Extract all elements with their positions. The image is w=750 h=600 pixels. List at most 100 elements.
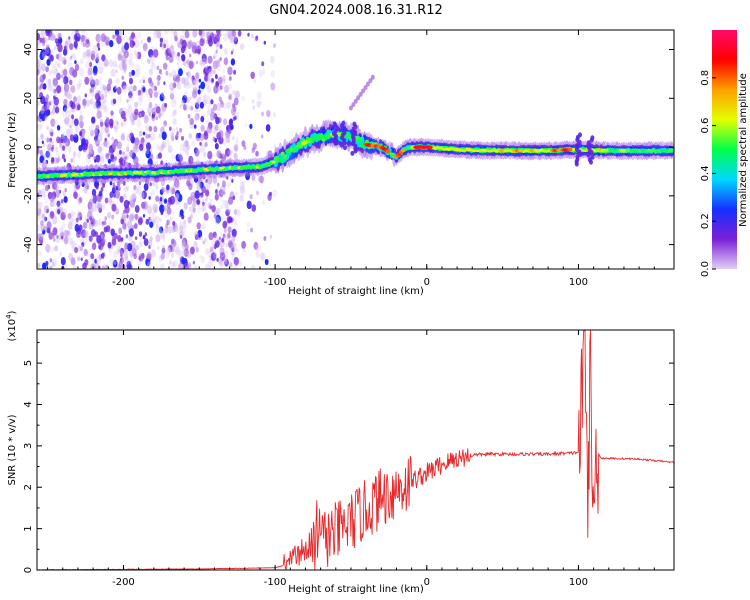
spectrogram-noise-mark bbox=[235, 191, 238, 196]
spectrogram-noise-mark bbox=[41, 51, 46, 59]
spectrogram-noise-mark bbox=[101, 204, 105, 209]
spectrogram-noise-mark bbox=[60, 69, 64, 74]
spectrogram-noise-mark bbox=[101, 54, 106, 62]
spectrogram-noise-mark bbox=[54, 146, 59, 153]
spectrogram-noise-mark bbox=[161, 262, 165, 269]
spectrogram-noise-mark bbox=[234, 43, 237, 48]
spectrogram-noise-mark bbox=[172, 51, 175, 55]
spectrogram-noise-mark bbox=[238, 260, 243, 267]
spectrogram-noise-mark bbox=[83, 248, 88, 256]
spectrogram-noise-mark bbox=[134, 101, 139, 108]
spectrogram-noise-mark bbox=[224, 259, 228, 265]
snr-ytick-label: 2 bbox=[23, 484, 34, 490]
spectrogram-noise-mark bbox=[105, 153, 110, 160]
spectrogram-noise-mark bbox=[168, 46, 175, 55]
spectrogram-noise-mark bbox=[64, 188, 67, 193]
spectrogram-noise-mark bbox=[163, 81, 166, 85]
spectrogram-noise-mark bbox=[94, 135, 98, 142]
spectrogram-noise-mark bbox=[102, 183, 105, 188]
spectrogram-noise-mark bbox=[225, 207, 229, 212]
spectrogram-noise-mark bbox=[222, 32, 229, 42]
spectrogram-ridge-mark bbox=[282, 154, 288, 160]
spectrogram-noise-mark bbox=[116, 181, 121, 187]
spectrogram-noise-mark bbox=[57, 32, 62, 40]
spectrogram-noise-mark bbox=[111, 214, 115, 220]
spectrogram-noise-mark bbox=[233, 69, 237, 75]
spectrogram-ridge-mark bbox=[278, 158, 283, 163]
spectrogram-noise-mark bbox=[57, 62, 61, 69]
spectrogram-noise-mark bbox=[77, 199, 80, 204]
spectrogram-noise-mark bbox=[184, 140, 189, 148]
spectrogram-noise-mark bbox=[127, 220, 133, 229]
spectrogram-noise-mark bbox=[183, 223, 187, 230]
spectrogram-noise-mark bbox=[166, 247, 171, 256]
spectrogram-noise-mark bbox=[80, 34, 86, 43]
spectrogram-noise-mark bbox=[215, 81, 219, 86]
spectrogram-noise-mark bbox=[251, 204, 257, 212]
spectrogram-noise-mark bbox=[207, 177, 211, 183]
spectrogram-noise-mark bbox=[172, 108, 178, 117]
spectrogram-noise-mark bbox=[186, 81, 191, 89]
spectrogram-ytick-label: -40 bbox=[23, 236, 34, 252]
spectrogram-noise-mark bbox=[127, 103, 132, 110]
spectrogram-noise-mark bbox=[134, 187, 139, 195]
spectrogram-noise-mark bbox=[178, 68, 183, 77]
spectrogram-noise-mark bbox=[135, 187, 139, 194]
spectrogram-noise-mark bbox=[39, 150, 43, 156]
spectrogram-noise-mark bbox=[190, 246, 195, 255]
colorbar-strip bbox=[712, 30, 737, 269]
spectrogram-noise-mark bbox=[146, 142, 151, 151]
snr-y-multiplier-close: ) bbox=[7, 310, 18, 314]
spectrogram-noise-mark bbox=[198, 30, 203, 36]
spectrogram-noise-mark bbox=[123, 250, 129, 260]
spectrogram-noise-mark bbox=[97, 202, 103, 211]
spectrogram-noise-mark bbox=[61, 235, 64, 240]
spectrogram-noise-mark bbox=[156, 74, 161, 81]
spectrogram-noise-mark bbox=[214, 234, 219, 242]
spectrogram-noise-mark bbox=[223, 57, 229, 65]
spectrogram-noise-mark bbox=[169, 82, 175, 91]
spectrogram-noise-mark bbox=[161, 141, 166, 149]
spectrogram-noise-mark bbox=[99, 90, 104, 98]
spectrogram-noise-mark bbox=[41, 37, 46, 44]
spectrogram-noise-mark bbox=[131, 69, 136, 76]
spectrogram-noise-mark bbox=[156, 75, 160, 82]
spectrogram-noise-mark bbox=[223, 85, 228, 93]
spectrogram-noise-mark bbox=[99, 155, 105, 164]
spectrogram-noise-mark bbox=[63, 196, 68, 203]
spectrogram-noise-mark bbox=[95, 154, 101, 163]
spectrogram-noise-mark bbox=[90, 253, 95, 260]
spectrogram-peak-mark bbox=[519, 148, 524, 153]
spectrogram-noise-mark bbox=[40, 224, 45, 232]
spectrogram-noise-mark bbox=[153, 30, 159, 39]
spectrogram-noise-mark bbox=[97, 47, 101, 51]
spectrogram-noise-mark bbox=[138, 253, 144, 262]
spectrogram-noise-mark bbox=[53, 105, 56, 109]
spectrogram-noise-mark bbox=[45, 102, 50, 110]
spectrogram-noise-mark bbox=[94, 258, 98, 264]
spectrogram-noise-mark bbox=[232, 195, 236, 200]
spectrogram-noise-mark bbox=[157, 245, 160, 250]
spectrogram-noise-mark bbox=[95, 56, 100, 62]
spectrogram-noise-mark bbox=[91, 242, 97, 251]
spectrogram-noise-mark bbox=[82, 51, 87, 58]
spectrogram-noise-mark bbox=[91, 188, 97, 196]
spectrogram-noise-mark bbox=[80, 233, 84, 238]
spectrogram-noise-mark bbox=[147, 58, 150, 63]
spectrogram-noise-mark bbox=[183, 262, 189, 269]
spectrogram-noise-mark bbox=[188, 40, 193, 48]
spectrogram-noise-mark bbox=[206, 109, 211, 117]
spectrogram-noise-mark bbox=[48, 70, 53, 77]
spectrogram-noise-mark bbox=[148, 68, 153, 76]
spectrogram-noise-mark bbox=[189, 117, 194, 126]
spectrogram-noise-mark bbox=[63, 83, 70, 93]
spectrogram-noise-mark bbox=[103, 238, 106, 243]
spectrogram-noise-mark bbox=[128, 195, 134, 204]
spectrogram-noise-mark bbox=[133, 197, 137, 203]
colorbar-tick-label: 0.6 bbox=[700, 118, 711, 134]
spectrogram-noise-mark bbox=[136, 142, 139, 146]
spectrogram-noise-mark bbox=[158, 68, 162, 75]
spectrogram-noise-mark bbox=[68, 237, 74, 246]
spectrogram-noise-mark bbox=[39, 74, 43, 81]
spectrogram-noise-mark bbox=[137, 89, 142, 96]
